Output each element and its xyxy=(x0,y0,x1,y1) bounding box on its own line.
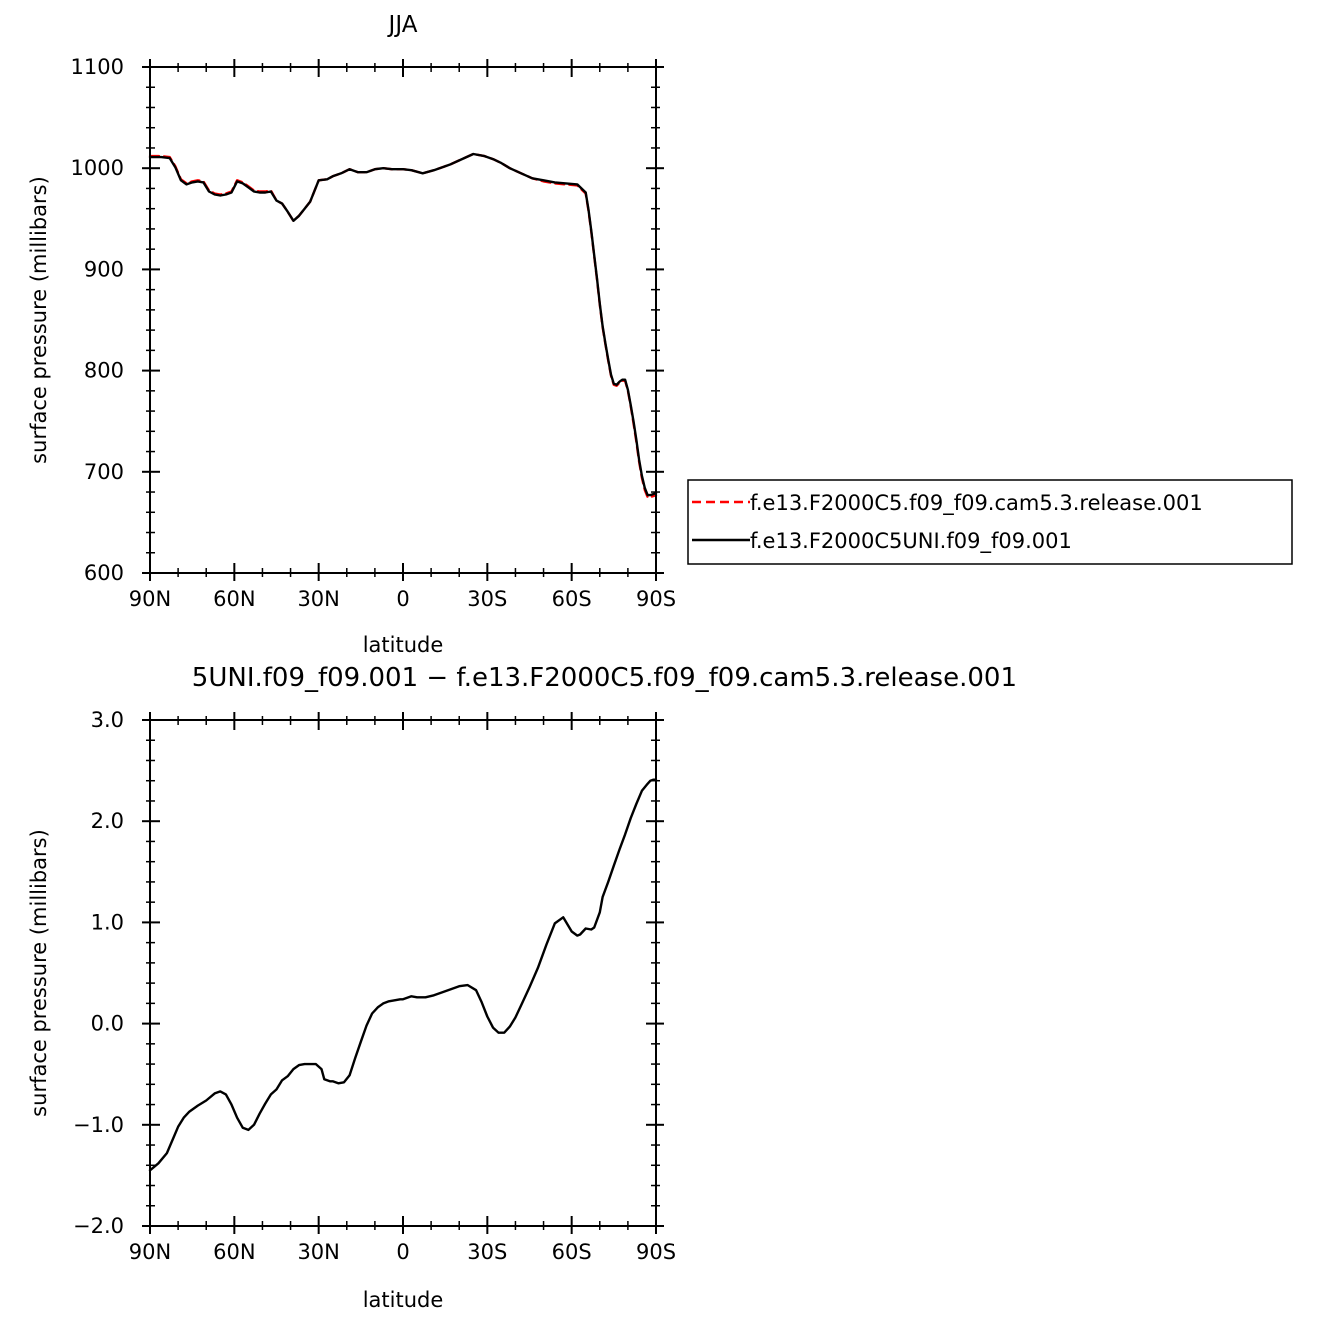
bottom-y-axis-label: surface pressure (millibars) xyxy=(27,829,51,1117)
top-y-tick-label: 900 xyxy=(84,257,124,281)
bottom-x-tick-label: 60N xyxy=(213,1240,255,1264)
top-y-tick-label: 1000 xyxy=(71,156,124,180)
bottom-panel: 5UNI.f09_f09.001 − f.e13.F2000C5.f09_f09… xyxy=(27,663,1017,1312)
bottom-x-tick-label: 30S xyxy=(467,1240,507,1264)
bottom-y-tick-label: −1.0 xyxy=(73,1113,124,1137)
bottom-x-tick-label: 0 xyxy=(396,1240,409,1264)
bottom-y-tick-label: 1.0 xyxy=(91,910,124,934)
bottom-x-axis-label: latitude xyxy=(363,1288,444,1312)
legend-entry-uni: f.e13.F2000C5UNI.f09_f09.001 xyxy=(750,529,1072,554)
bottom-series-line-0 xyxy=(148,778,658,1172)
bottom-series-group xyxy=(148,778,658,1172)
top-plot-frame xyxy=(149,66,657,574)
top-x-tick-label: 60N xyxy=(213,587,255,611)
top-chart-title: JJA xyxy=(387,12,418,38)
top-series-line-0 xyxy=(148,152,658,499)
top-y-tick-label: 1100 xyxy=(71,55,124,79)
bottom-x-tick-label: 90N xyxy=(129,1240,171,1264)
top-x-axis-label: latitude xyxy=(363,633,444,657)
bottom-chart-title: 5UNI.f09_f09.001 − f.e13.F2000C5.f09_f09… xyxy=(192,663,1017,693)
top-x-tick-label: 0 xyxy=(396,587,409,611)
top-y-axis-label: surface pressure (millibars) xyxy=(27,176,51,464)
top-y-tick-label: 700 xyxy=(84,460,124,484)
top-x-tick-label: 30N xyxy=(297,587,339,611)
bottom-y-tick-label: 3.0 xyxy=(91,708,124,732)
top-panel: JJA 90N 60N 30N 0 30S 60S 90S 600 700 800 900 1000 1… xyxy=(27,12,1293,657)
top-series-group xyxy=(148,152,658,499)
top-series-line-1 xyxy=(148,152,658,497)
bottom-axis-ticks: 90N 60N 30N 0 30S 60S 90S −2.0 −1.0 0.0 1.0 2.0 3.0 xyxy=(73,708,676,1264)
top-x-tick-label: 90S xyxy=(636,587,676,611)
legend-box xyxy=(687,479,1293,565)
top-y-tick-label: 800 xyxy=(84,359,124,383)
bottom-y-tick-label: −2.0 xyxy=(73,1214,124,1238)
bottom-plot-frame xyxy=(149,719,657,1227)
top-axis-ticks: 90N 60N 30N 0 30S 60S 90S 600 700 800 900 1000 1100 xyxy=(71,55,676,611)
top-x-tick-label: 90N xyxy=(129,587,171,611)
bottom-x-tick-label: 60S xyxy=(552,1240,592,1264)
legend-entry-cam53-release: f.e13.F2000C5.f09_f09.cam5.3.release.001 xyxy=(750,491,1203,516)
bottom-y-tick-label: 2.0 xyxy=(91,809,124,833)
top-x-tick-label: 30S xyxy=(467,587,507,611)
bottom-x-tick-label: 90S xyxy=(636,1240,676,1264)
bottom-x-tick-label: 30N xyxy=(297,1240,339,1264)
legend: f.e13.F2000C5.f09_f09.cam5.3.release.001… xyxy=(687,479,1293,565)
top-y-tick-label: 600 xyxy=(84,561,124,585)
top-x-tick-label: 60S xyxy=(552,587,592,611)
bottom-y-tick-label: 0.0 xyxy=(91,1012,124,1036)
